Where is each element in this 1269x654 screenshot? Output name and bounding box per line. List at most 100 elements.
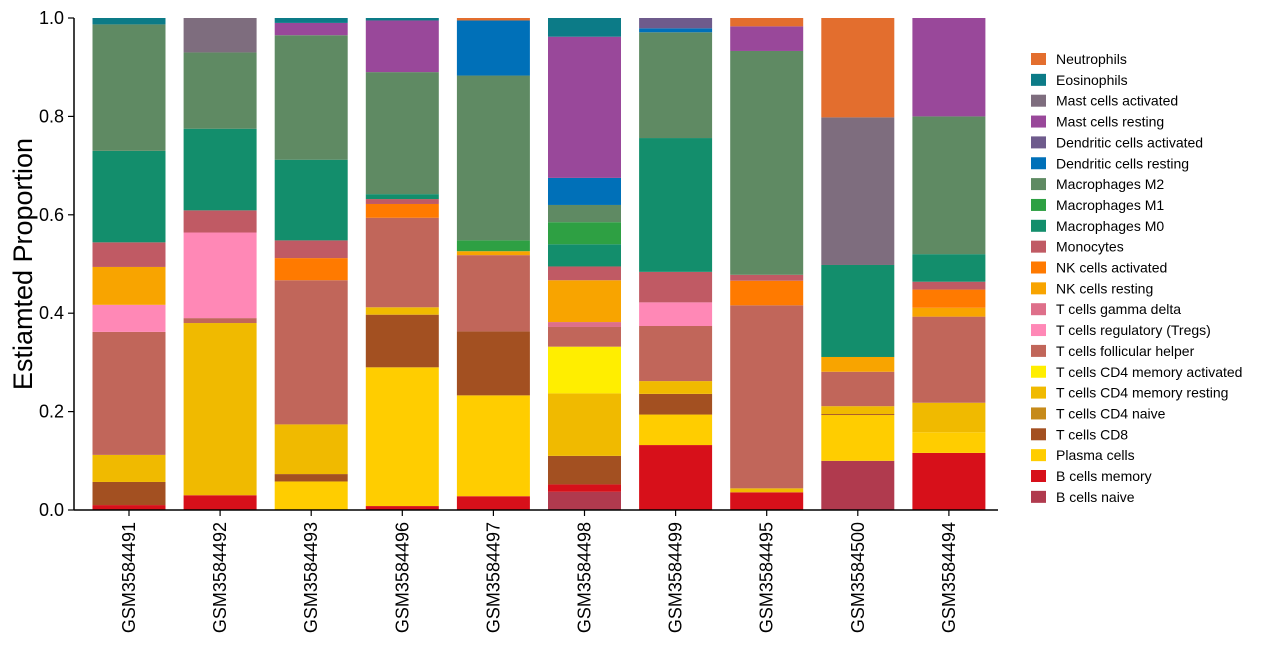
legend-swatch (1031, 490, 1046, 503)
legend-label: B cells memory (1056, 468, 1152, 484)
legend-swatch (1031, 261, 1046, 274)
legend-swatch (1031, 303, 1046, 316)
bar-segment-gsm3584491-t-cells-cd4-memory-resting (92, 454, 166, 482)
bar-segment-gsm3584491-macrophages-m2 (92, 24, 166, 151)
axes-layer (73, 18, 998, 511)
bar-segment-gsm3584495-t-cells-cd4-memory-resting (730, 488, 804, 493)
legend-item: Macrophages M0 (1031, 218, 1164, 234)
bar-segment-gsm3584495-b-cells-memory (730, 492, 804, 510)
bar-segment-gsm3584493-monocytes (274, 240, 348, 259)
y-tick-label: 1.0 (39, 8, 64, 28)
x-tick-label: GSM3584496 (392, 522, 412, 633)
x-tick-label: GSM3584491 (119, 522, 139, 633)
legend-swatch (1031, 428, 1046, 441)
legend-swatch (1031, 240, 1046, 253)
bar-segment-gsm3584499-macrophages-m2 (639, 32, 713, 139)
legend-swatch (1031, 386, 1046, 399)
y-ticks: 0.0 0.2 0.4 0.6 0.8 1.0 (39, 8, 74, 520)
legend-label: Neutrophils (1056, 51, 1127, 67)
legend-swatch (1031, 449, 1046, 462)
bar-segment-gsm3584497-t-cells-cd8 (456, 331, 530, 396)
bar-segment-gsm3584497-dendritic-cells-resting (456, 20, 530, 76)
bar-segment-gsm3584497-macrophages-m1 (456, 240, 530, 252)
bar-segment-gsm3584498-t-cells-cd8 (548, 455, 621, 485)
bar-segment-gsm3584499-macrophages-m0 (639, 138, 713, 272)
bar-segment-gsm3584500-plasma-cells (821, 415, 895, 461)
bar-segment-gsm3584495-macrophages-m2 (730, 50, 804, 275)
bar-segment-gsm3584493-eosinophils (274, 18, 348, 23)
legend-swatch (1031, 157, 1046, 170)
bar-segment-gsm3584498-eosinophils (548, 18, 621, 37)
bar-segment-gsm3584500-t-cells-cd8 (821, 414, 895, 416)
bar-segment-gsm3584496-macrophages-m2 (365, 72, 439, 195)
bar-segment-gsm3584491-macrophages-m0 (92, 150, 166, 243)
bar-segment-gsm3584493-mast-cells-resting (274, 22, 348, 36)
bar-segment-gsm3584498-t-cells-cd4-memory-resting (548, 393, 621, 456)
legend-label: T cells regulatory (Tregs) (1056, 322, 1211, 338)
x-tick-label: GSM3584492 (210, 522, 230, 633)
bar-segment-gsm3584493-t-cells-cd8 (274, 474, 348, 482)
legend-label: Dendritic cells activated (1056, 134, 1203, 150)
bar-segment-gsm3584494-plasma-cells (912, 432, 986, 453)
bar-segment-gsm3584492-t-cells-cd4-memory-resting (183, 323, 257, 496)
legend-item: T cells gamma delta (1031, 301, 1181, 317)
bar-segment-gsm3584496-t-cells-follicular-helper (365, 217, 439, 308)
legend-swatch (1031, 94, 1046, 107)
bar-segment-gsm3584499-dendritic-cells-activated (639, 18, 713, 29)
bar-segment-gsm3584494-b-cells-memory (912, 452, 986, 510)
legend-item: Macrophages M2 (1031, 176, 1164, 192)
legend-label: Macrophages M1 (1056, 197, 1164, 213)
legend-swatch (1031, 53, 1046, 65)
y-tick-label: 0.8 (39, 106, 64, 126)
bar-segment-gsm3584500-t-cells-cd4-memory-resting (821, 406, 895, 415)
bar-segment-gsm3584500-neutrophils (821, 18, 895, 118)
bar-segment-gsm3584498-t-cells-follicular-helper (548, 326, 621, 347)
bar-segment-gsm3584494-macrophages-m2 (912, 116, 986, 255)
legend-label: Eosinophils (1056, 72, 1128, 88)
bar-segment-gsm3584498-macrophages-m1 (548, 222, 621, 245)
x-tick-label: GSM3584493 (301, 522, 321, 633)
bar-segment-gsm3584499-monocytes (639, 271, 713, 303)
legend-item: Neutrophils (1031, 51, 1127, 67)
bar-segment-gsm3584491-nk-cells-resting (92, 266, 166, 305)
bar-segment-gsm3584497-b-cells-memory (456, 496, 530, 510)
legend-item: Mast cells resting (1031, 114, 1164, 130)
bar-segment-gsm3584497-macrophages-m2 (456, 75, 530, 241)
legend-item: T cells CD8 (1031, 426, 1128, 442)
legend-swatch (1031, 115, 1046, 128)
bar-segment-gsm3584496-t-cells-cd4-memory-resting (365, 307, 439, 315)
bar-segment-gsm3584492-macrophages-m2 (183, 52, 257, 129)
bar-segment-gsm3584491-t-cells-follicular-helper (92, 331, 166, 455)
bar-segment-gsm3584500-mast-cells-activated (821, 117, 895, 265)
bar-segment-gsm3584496-eosinophils (365, 18, 439, 21)
bar-segment-gsm3584494-nk-cells-resting (912, 307, 986, 317)
y-tick-label: 0.0 (39, 500, 64, 520)
bar-segment-gsm3584497-t-cells-follicular-helper (456, 255, 530, 332)
bar-segment-gsm3584493-t-cells-cd4-memory-resting (274, 424, 348, 475)
bar-segment-gsm3584496-b-cells-memory (365, 506, 439, 510)
bar-segment-gsm3584496-mast-cells-resting (365, 20, 439, 73)
legend-swatch (1031, 344, 1046, 357)
bar-segment-gsm3584496-nk-cells-activated (365, 203, 439, 218)
bar-segment-gsm3584500-macrophages-m0 (821, 264, 895, 357)
legend-item: B cells naive (1031, 489, 1135, 505)
legend-swatch (1031, 407, 1046, 420)
legend-swatch (1031, 198, 1046, 211)
bar-segment-gsm3584495-nk-cells-activated (730, 280, 804, 306)
bar-segment-gsm3584495-neutrophils (730, 18, 804, 27)
bar-segment-gsm3584493-t-cells-follicular-helper (274, 280, 348, 425)
bar-segment-gsm3584498-macrophages-m2 (548, 204, 621, 223)
legend-item: T cells CD4 memory activated (1031, 364, 1242, 380)
legend-item: NK cells resting (1031, 280, 1153, 296)
x-tick-label: GSM3584500 (848, 522, 868, 633)
bar-segment-gsm3584499-t-cells-cd4-memory-resting (639, 381, 713, 394)
bar-segment-gsm3584496-macrophages-m0 (365, 194, 439, 200)
legend-swatch (1031, 324, 1046, 337)
legend-item: Macrophages M1 (1031, 197, 1164, 213)
bar-segment-gsm3584498-b-cells-memory (548, 484, 621, 492)
bar-segment-gsm3584499-b-cells-memory (639, 445, 713, 510)
bar-segment-gsm3584491-monocytes (92, 242, 166, 267)
bar-segment-gsm3584500-nk-cells-resting (821, 356, 895, 372)
